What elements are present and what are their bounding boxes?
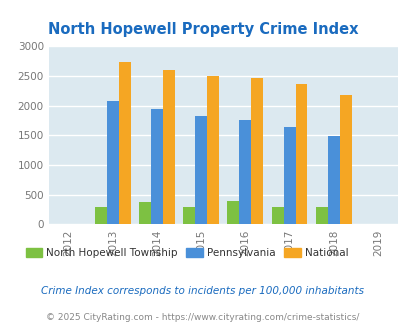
Text: © 2025 CityRating.com - https://www.cityrating.com/crime-statistics/: © 2025 CityRating.com - https://www.city… <box>46 313 359 322</box>
Bar <box>239 120 251 224</box>
Bar <box>162 70 175 224</box>
Bar <box>195 116 207 224</box>
Bar <box>119 62 130 224</box>
Text: Crime Index corresponds to incidents per 100,000 inhabitants: Crime Index corresponds to incidents per… <box>41 286 364 296</box>
Bar <box>95 207 107 224</box>
Bar <box>207 76 219 224</box>
Bar <box>339 95 351 224</box>
Bar <box>183 207 195 224</box>
Bar <box>271 207 283 224</box>
Bar <box>315 207 327 224</box>
Bar <box>139 202 151 224</box>
Bar <box>227 201 239 224</box>
Bar <box>327 136 339 224</box>
Bar <box>283 127 295 224</box>
Bar <box>107 101 119 224</box>
Bar <box>251 78 263 224</box>
Text: North Hopewell Property Crime Index: North Hopewell Property Crime Index <box>48 22 357 37</box>
Legend: North Hopewell Township, Pennsylvania, National: North Hopewell Township, Pennsylvania, N… <box>21 244 352 262</box>
Bar <box>151 109 162 224</box>
Bar <box>295 84 307 224</box>
